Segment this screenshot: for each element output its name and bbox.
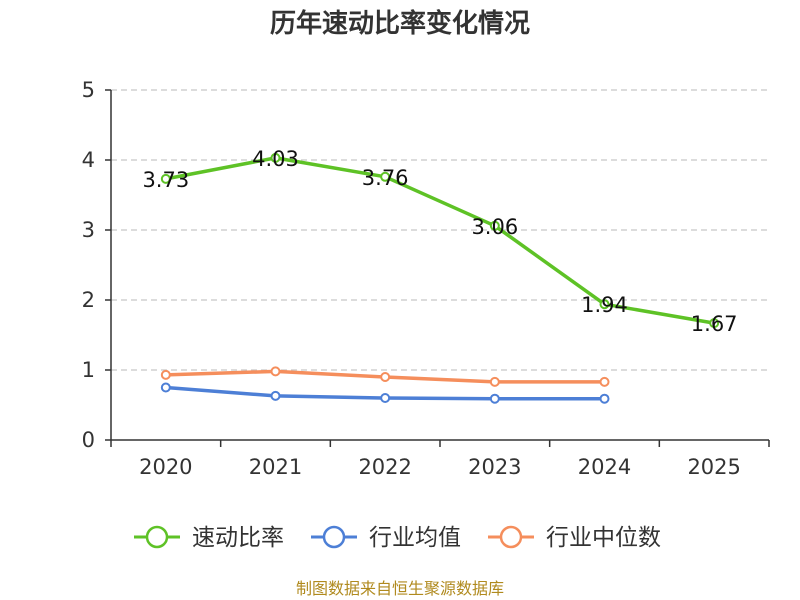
- data-point: [709, 318, 720, 329]
- data-point: [599, 393, 610, 404]
- data-point: [160, 173, 171, 184]
- data-point: [270, 366, 281, 377]
- data-label: 1.94: [581, 293, 628, 317]
- data-point: [489, 393, 500, 404]
- data-point: [270, 152, 281, 163]
- y-tick-label: 2: [82, 288, 95, 312]
- data-point: [380, 372, 391, 382]
- data-point: [599, 299, 610, 310]
- data-point: [160, 382, 171, 393]
- chart-title: 历年速动比率变化情况: [270, 8, 530, 39]
- data-point: [489, 220, 500, 231]
- x-tick-label: 2024: [578, 455, 631, 479]
- data-point: [489, 376, 500, 387]
- y-tick-label: 5: [82, 78, 95, 102]
- legend-marker: [322, 525, 346, 549]
- data-point: [270, 390, 281, 401]
- y-tick-label: 3: [82, 218, 95, 242]
- data-point: [380, 171, 391, 182]
- data-label: 1.67: [691, 312, 738, 336]
- legend: 速动比率 行业均值 行业中位数: [134, 525, 661, 551]
- y-tick-label: 0: [82, 428, 95, 452]
- x-tick-label: 2023: [468, 455, 521, 479]
- legend-marker: [499, 525, 523, 549]
- legend-label: 速动比率: [192, 525, 284, 551]
- x-tick-label: 2021: [249, 455, 302, 479]
- legend-label: 行业中位数: [546, 525, 661, 551]
- data-point: [380, 393, 391, 403]
- source-note: 制图数据来自恒生聚源数据库: [296, 579, 504, 598]
- data-label: 3.76: [362, 166, 409, 190]
- y-tick-label: 4: [82, 148, 95, 172]
- y-tick-label: 1: [82, 358, 95, 382]
- legend-label: 行业均值: [369, 525, 461, 551]
- series-line-0: [165, 156, 715, 325]
- grid-lines: [111, 89, 769, 371]
- data-point: [160, 369, 171, 380]
- data-label: 3.73: [142, 168, 189, 192]
- x-tick-label: 2020: [139, 455, 192, 479]
- data-label: 4.03: [252, 147, 299, 171]
- x-tick-label: 2022: [358, 455, 411, 479]
- axes: 0 1 2 3 4 5 2020 2021 2022 2023 2024 2025: [82, 78, 770, 479]
- data-point: [599, 376, 610, 387]
- x-tick-label: 2025: [687, 455, 740, 479]
- series-layer: 3.73 4.03 3.76 3.06 1.94 1.67: [142, 147, 738, 404]
- legend-marker: [145, 525, 169, 549]
- data-label: 3.06: [471, 215, 518, 239]
